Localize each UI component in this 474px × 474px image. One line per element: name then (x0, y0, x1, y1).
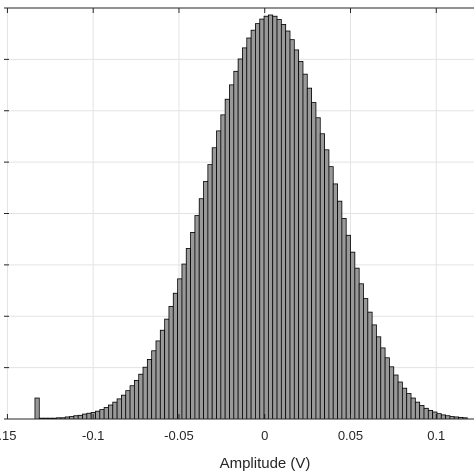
histogram-bar (367, 311, 373, 420)
histogram-bar (389, 366, 395, 420)
histogram-bar (397, 381, 403, 420)
histogram-bar (319, 133, 325, 420)
histogram-bar (328, 166, 334, 420)
histogram-bar (99, 409, 105, 420)
histogram-bar (363, 298, 369, 420)
histogram-bar (198, 198, 204, 420)
histogram-bar (419, 405, 425, 420)
histogram-bar (211, 147, 217, 420)
histogram-bar (146, 359, 153, 420)
histogram-bar (401, 387, 408, 420)
histogram-bar (410, 397, 416, 420)
histogram-bar (34, 397, 40, 420)
histogram-bar (95, 410, 101, 420)
histogram-bar (164, 318, 170, 420)
histogram-bar (280, 24, 287, 420)
histogram-bar (185, 248, 191, 420)
histogram-bar (427, 409, 434, 420)
histogram-bar (220, 114, 226, 420)
x-tick-label: 0.1 (427, 428, 445, 443)
histogram-bar (207, 164, 213, 420)
histogram-bar (414, 401, 421, 420)
histogram-bar (371, 324, 377, 420)
histogram-bar (112, 401, 118, 420)
x-axis-label: Amplitude (V) (220, 455, 311, 472)
histogram-bar (168, 305, 174, 420)
histogram-bar (133, 379, 140, 420)
histogram-bar (298, 61, 304, 420)
bar-layer (34, 14, 468, 420)
histogram-bar (263, 15, 269, 420)
histogram-bar (138, 373, 144, 420)
histogram-bar (237, 58, 243, 420)
histogram-bar (246, 37, 252, 420)
histogram-bar (436, 413, 442, 420)
histogram-bar (259, 18, 265, 420)
histogram-bar (159, 329, 166, 420)
histogram-bar (302, 73, 308, 420)
histogram-bar (267, 14, 274, 420)
histogram-bar (172, 292, 179, 420)
histogram-bar (393, 374, 399, 420)
histogram-bar (155, 340, 161, 420)
histogram-bar (250, 29, 256, 420)
histogram-bar (108, 404, 114, 420)
x-tick-label: .15 (0, 428, 16, 443)
histogram-bar (177, 278, 183, 420)
histogram-bar (315, 117, 321, 420)
histogram-bar (229, 84, 235, 420)
histogram-bar (125, 390, 131, 420)
histogram-bar (242, 47, 248, 420)
histogram-bar (224, 98, 230, 420)
histogram-bar (423, 407, 429, 420)
histogram-bar (103, 407, 109, 420)
histogram-bar (406, 393, 412, 420)
histogram-bar (440, 414, 447, 420)
x-tick-labels: .15 -0.1 -0.05 0 0.05 0.1 (0, 428, 445, 443)
histogram-bar (358, 283, 364, 420)
x-tick-label: -0.05 (164, 428, 194, 443)
histogram-bar (77, 414, 83, 420)
x-tick-label: 0 (261, 428, 268, 443)
histogram-bar (354, 267, 360, 420)
histogram-bar (216, 130, 222, 420)
histogram-bar (142, 366, 148, 420)
histogram-bar (151, 350, 157, 420)
histogram-bar (272, 15, 278, 420)
histogram-bar (86, 412, 92, 420)
histogram-bar (190, 232, 196, 420)
histogram-bar (203, 181, 209, 420)
histogram-bar (289, 39, 295, 420)
histogram-bar (384, 357, 390, 420)
histogram-bar (82, 413, 88, 420)
histogram-bar (341, 218, 347, 420)
histogram-bar (337, 200, 343, 420)
histogram-bar (181, 263, 187, 420)
x-tick-label: -0.1 (82, 428, 104, 443)
histogram-bar (233, 70, 239, 420)
histogram-bar (293, 49, 300, 420)
histogram-bar (345, 234, 351, 420)
histogram-bar (311, 102, 317, 420)
histogram-bar (255, 23, 261, 420)
histogram-bar (129, 385, 135, 420)
histogram-bar (376, 336, 382, 420)
histogram-bar (194, 215, 200, 420)
x-tick-label: 0.05 (338, 428, 363, 443)
histogram-bar (306, 87, 313, 420)
histogram-bar (324, 149, 330, 420)
histogram-bar (350, 251, 356, 420)
histogram-bar (121, 394, 127, 420)
histogram-bar (332, 183, 338, 420)
histogram-bar (276, 19, 282, 420)
tick-layer (4, 7, 474, 420)
histogram-bar (116, 398, 122, 420)
histogram-bar (285, 30, 291, 420)
histogram-bar (380, 347, 386, 420)
